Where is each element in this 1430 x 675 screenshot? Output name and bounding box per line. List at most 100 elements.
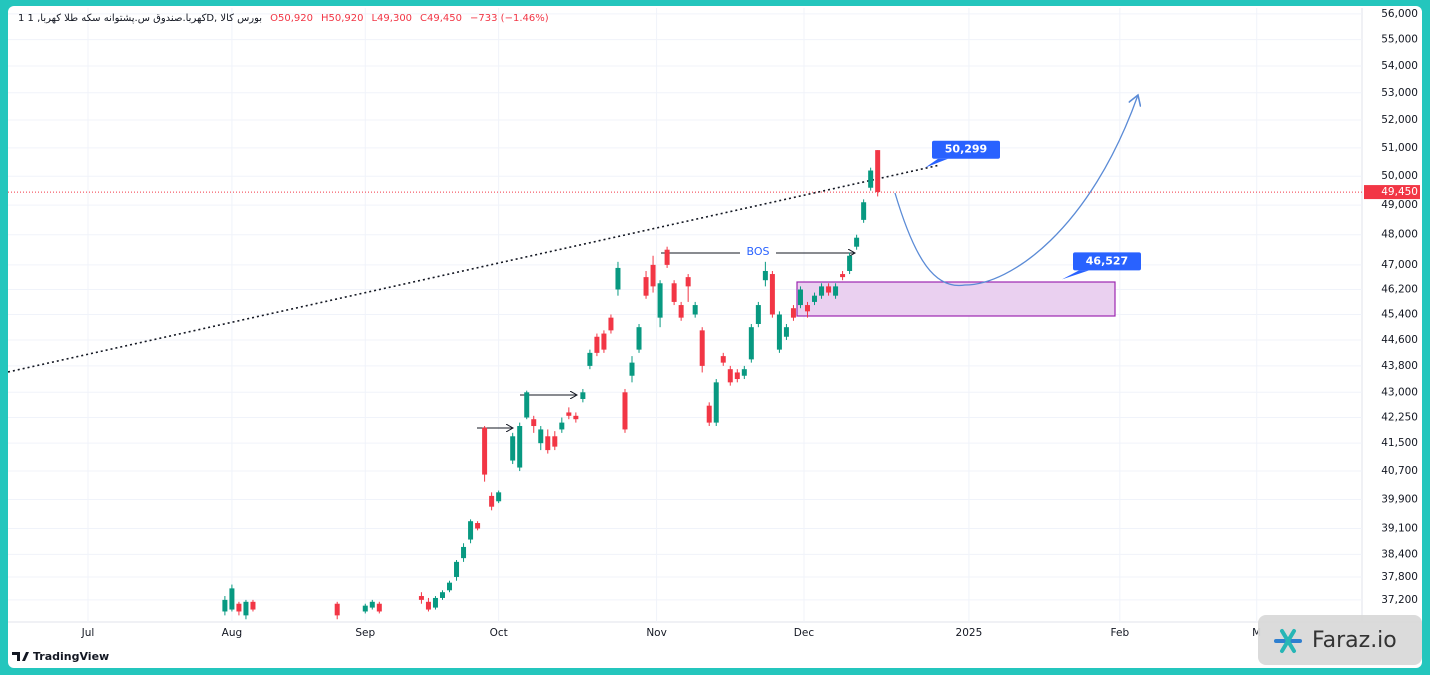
candle-body — [783, 327, 789, 337]
candle-body — [376, 603, 382, 612]
candle-body — [790, 308, 796, 318]
candle-body — [524, 392, 530, 418]
x-tick-label: M — [1252, 627, 1261, 639]
y-tick-label: 39,100 — [1381, 523, 1418, 535]
y-tick-label: 43,000 — [1381, 386, 1418, 398]
candle-body — [538, 429, 544, 444]
candle-body — [496, 492, 502, 502]
candle-body — [861, 202, 867, 220]
candle-body — [699, 330, 705, 366]
candle-body — [622, 392, 628, 430]
candle-body — [250, 601, 256, 610]
candle-body — [671, 283, 677, 302]
symbol: 1 کهربا.صندوق س.پشتوانه سکه طلا کهربا, 1… — [18, 13, 262, 24]
y-tick-label: 51,000 — [1381, 142, 1418, 154]
candle-body — [819, 286, 825, 296]
footer-text: TradingView — [33, 650, 109, 663]
candle-body — [566, 412, 572, 416]
x-tick-label: Aug — [222, 627, 243, 639]
candle-body — [727, 369, 733, 383]
candle-body — [454, 561, 460, 577]
candle-body — [804, 305, 810, 312]
candle-body — [692, 305, 698, 315]
callout-label: 50,299 — [945, 143, 987, 156]
price-callout: 50,299 — [925, 140, 1000, 168]
candle-body — [573, 415, 579, 420]
candle-body — [868, 170, 874, 188]
overlay: 56,000 55,000 54,000 53,000 52,000 51,000 50,0… — [81, 8, 1420, 639]
bos-label: BOS — [747, 245, 770, 258]
y-tick-label: 41,500 — [1381, 437, 1418, 449]
candle-body — [439, 592, 445, 598]
candle-body — [833, 286, 839, 296]
y-tick-label: 54,000 — [1381, 60, 1418, 72]
candle-body — [559, 422, 565, 430]
candle-body — [636, 327, 642, 350]
candle-body — [222, 599, 228, 612]
candle-body — [797, 289, 803, 306]
candle-body — [447, 582, 453, 591]
candle-body — [334, 603, 340, 616]
y-tick-label: 50,000 — [1381, 170, 1418, 182]
callout-box — [932, 140, 1000, 159]
x-tick-label: Nov — [646, 627, 667, 639]
candle-body — [243, 601, 249, 616]
panel — [8, 6, 1422, 668]
candle-body — [489, 495, 495, 507]
candle-body — [643, 277, 649, 296]
last-price-tag — [1364, 185, 1420, 200]
x-tick-label: Sep — [355, 627, 375, 639]
ohlc-value: C49,450 — [420, 13, 462, 24]
y-tick-label: 56,000 — [1381, 8, 1418, 20]
candle-body — [545, 436, 551, 451]
demand-zone — [796, 281, 1116, 317]
candle-body — [425, 601, 431, 610]
candle-body — [608, 317, 614, 331]
candle-body — [720, 356, 726, 363]
candle-body — [587, 352, 593, 366]
callout-pointer — [925, 158, 948, 168]
y-tick-label: 53,000 — [1381, 87, 1418, 99]
candle-body — [840, 274, 846, 278]
y-tick-label: 37,200 — [1381, 594, 1418, 606]
drawings: BOS — [8, 95, 1138, 428]
last-price-label: 49,450 — [1381, 186, 1418, 198]
y-tick-label: 48,000 — [1381, 229, 1418, 241]
candle-body — [706, 405, 712, 423]
x-tick-label: Oct — [490, 627, 508, 639]
candle-body — [875, 150, 881, 193]
callout-pointer — [1062, 270, 1089, 280]
ohlc-value: L49,300 — [371, 13, 412, 24]
candle-body — [812, 295, 818, 302]
tradingview-logo: TradingView — [12, 650, 109, 663]
candle-body — [362, 605, 368, 612]
candle-body — [229, 588, 235, 610]
candle-body — [510, 436, 516, 461]
candle-body — [657, 283, 663, 318]
candle-body — [629, 362, 635, 376]
candle-body — [482, 427, 488, 475]
candle-body — [468, 521, 474, 540]
callout-label: 46,527 — [1086, 254, 1128, 267]
y-tick-label: 39,900 — [1381, 493, 1418, 505]
candle-body — [650, 264, 656, 287]
x-tick-label: Dec — [794, 627, 815, 639]
y-tick-label: 47,000 — [1381, 259, 1418, 271]
watermark: Faraz.io — [1258, 615, 1422, 665]
candle-body — [594, 336, 600, 353]
ohlc-value: −733 (−1.46%) — [470, 13, 549, 24]
candle-body — [685, 277, 691, 287]
candle-body — [762, 270, 768, 281]
candle-body — [847, 255, 853, 271]
chart-header: 1 کهربا.صندوق س.پشتوانه سکه طلا کهربا, 1… — [18, 13, 549, 24]
ohlc-value: H50,920 — [321, 13, 364, 24]
y-tick-label: 55,000 — [1381, 34, 1418, 46]
grid — [8, 8, 1362, 622]
projection-curve — [894, 95, 1138, 287]
candles — [222, 150, 881, 620]
x-tick-label: Jul — [81, 627, 95, 639]
y-tick-label: 46,200 — [1381, 283, 1418, 295]
candle-body — [432, 597, 438, 608]
